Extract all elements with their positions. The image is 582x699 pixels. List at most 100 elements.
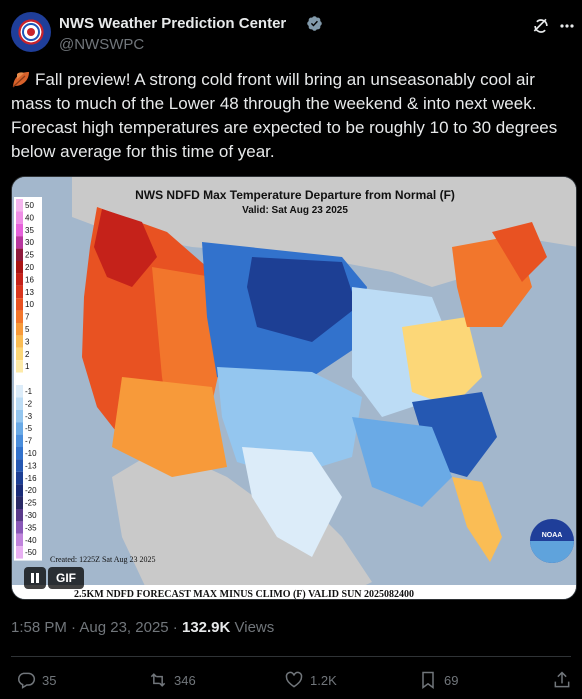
region-texas-mild bbox=[242, 447, 342, 557]
legend-label: -40 bbox=[25, 536, 37, 545]
legend-swatch bbox=[16, 236, 23, 249]
legend-label: -25 bbox=[25, 499, 37, 508]
canada-land bbox=[72, 177, 576, 287]
legend-label: 16 bbox=[25, 275, 34, 284]
region-southeast-cool bbox=[352, 417, 452, 507]
legend-label: -1 bbox=[25, 387, 33, 396]
repost-count: 346 bbox=[174, 672, 196, 688]
legend-label: 5 bbox=[25, 325, 30, 334]
region-southwest bbox=[112, 377, 227, 477]
legend-swatch bbox=[16, 471, 23, 485]
legend-swatch bbox=[16, 347, 23, 361]
repost-button[interactable]: 346 bbox=[148, 668, 196, 692]
tweet-time[interactable]: 1:58 PM bbox=[11, 619, 67, 636]
legend-label: 40 bbox=[25, 213, 34, 222]
region-pacific-nw-hot bbox=[94, 209, 157, 287]
like-button[interactable]: 1.2K bbox=[284, 668, 337, 692]
region-dakotas-coldest bbox=[247, 257, 357, 342]
legend-swatch bbox=[16, 533, 23, 547]
map-valid: Valid: Sat Aug 23 2025 bbox=[242, 205, 348, 216]
legend-label: -35 bbox=[25, 523, 37, 532]
legend-swatch bbox=[16, 459, 23, 472]
legend-swatch bbox=[16, 273, 23, 286]
legend-swatch bbox=[16, 248, 23, 261]
pause-icon[interactable] bbox=[24, 567, 46, 589]
legend-swatch bbox=[16, 447, 23, 460]
reply-icon bbox=[18, 672, 36, 689]
account-name[interactable]: NWS Weather Prediction Center bbox=[59, 15, 287, 32]
more-options-icon[interactable] bbox=[559, 16, 575, 36]
legend-label: 1 bbox=[25, 362, 30, 371]
legend-swatch bbox=[16, 484, 23, 497]
legend-swatch bbox=[16, 285, 23, 299]
legend-label: -3 bbox=[25, 412, 33, 421]
legend-swatch bbox=[16, 211, 23, 224]
legend-label: -50 bbox=[25, 548, 37, 557]
map-footer: 2.5KM NDFD FORECAST MAX MINUS CLIMO (F) … bbox=[74, 589, 414, 600]
tweet-body: Fall preview! A strong cold front will b… bbox=[11, 70, 558, 161]
legend-label: -10 bbox=[25, 449, 37, 458]
legend-label: 20 bbox=[25, 263, 34, 272]
legend-swatch bbox=[16, 546, 23, 559]
region-ohio-warm bbox=[402, 317, 482, 407]
account-handle[interactable]: @NWSWPC bbox=[59, 36, 145, 53]
share-icon bbox=[554, 671, 570, 688]
tweet-date[interactable]: Aug 23, 2025 bbox=[79, 619, 169, 636]
legend-swatch bbox=[16, 496, 23, 509]
legend-label: 35 bbox=[25, 226, 34, 235]
noaa-logo-icon: NOAA bbox=[530, 519, 574, 563]
legend-label: -20 bbox=[25, 486, 37, 495]
region-new-england bbox=[492, 222, 547, 282]
verified-badge-icon[interactable] bbox=[306, 15, 323, 32]
mexico-land bbox=[112, 447, 372, 599]
grok-icon[interactable] bbox=[531, 16, 551, 36]
legend-label: 2 bbox=[25, 350, 30, 359]
legend-label: -5 bbox=[25, 424, 33, 433]
legend-swatch bbox=[16, 385, 23, 398]
legend-label: -30 bbox=[25, 511, 37, 520]
tweet-header: NWS Weather Prediction Center @NWSWPC bbox=[11, 12, 574, 56]
tweet-meta: 1:58 PM · Aug 23, 2025 · 132.9K Views bbox=[11, 619, 274, 636]
views-label: Views bbox=[230, 619, 275, 636]
legend-swatch bbox=[16, 521, 23, 534]
legend-swatch bbox=[16, 372, 23, 385]
legend-swatch bbox=[16, 310, 23, 323]
legend-swatch bbox=[16, 223, 23, 237]
reply-button[interactable]: 35 bbox=[16, 668, 56, 692]
share-button[interactable] bbox=[552, 668, 572, 692]
map-created-stamp: Created: 1225Z Sat Aug 23 2025 bbox=[50, 555, 156, 564]
legend-label: 50 bbox=[25, 201, 34, 210]
legend-swatch bbox=[16, 323, 23, 336]
legend-swatch bbox=[16, 335, 23, 348]
legend-swatch bbox=[16, 360, 23, 373]
region-florida bbox=[452, 477, 502, 562]
legend-label: 10 bbox=[25, 300, 34, 309]
legend-label: -7 bbox=[25, 437, 33, 446]
repost-icon bbox=[150, 673, 166, 687]
temperature-departure-map: NWS NDFD Max Temperature Departure from … bbox=[12, 177, 576, 600]
map-title: NWS NDFD Max Temperature Departure from … bbox=[135, 188, 455, 202]
legend-swatch bbox=[16, 422, 23, 435]
legend-label: 30 bbox=[25, 238, 34, 247]
noaa-logo-label: NOAA bbox=[542, 532, 563, 539]
bookmark-icon bbox=[422, 671, 434, 689]
action-bar: 35 346 1.2K 69 bbox=[0, 666, 582, 696]
legend-label: -13 bbox=[25, 461, 37, 470]
legend-label: 25 bbox=[25, 251, 34, 260]
legend-swatch bbox=[16, 199, 23, 212]
nws-logo-icon[interactable] bbox=[11, 12, 51, 52]
gif-badge: GIF bbox=[48, 567, 84, 589]
views-count: 132.9K bbox=[181, 619, 231, 636]
reply-count: 35 bbox=[42, 672, 57, 688]
map-legend: 50 40 35 30 25 20 16 13 10 7 5 3 2 1 -1 -2 -3 -5 -7 -10 -13 -… bbox=[14, 197, 42, 561]
bookmark-button[interactable]: 69 bbox=[418, 668, 458, 692]
legend-label: 3 bbox=[25, 337, 30, 346]
bookmark-count: 69 bbox=[444, 672, 459, 688]
tweet-media-gif[interactable]: NWS NDFD Max Temperature Departure from … bbox=[11, 176, 577, 600]
meta-separator: · bbox=[66, 619, 80, 636]
legend-swatch bbox=[16, 409, 23, 423]
legend-swatch bbox=[16, 434, 23, 447]
heart-icon bbox=[285, 671, 303, 688]
legend-label: -16 bbox=[25, 474, 37, 483]
divider bbox=[11, 656, 571, 657]
